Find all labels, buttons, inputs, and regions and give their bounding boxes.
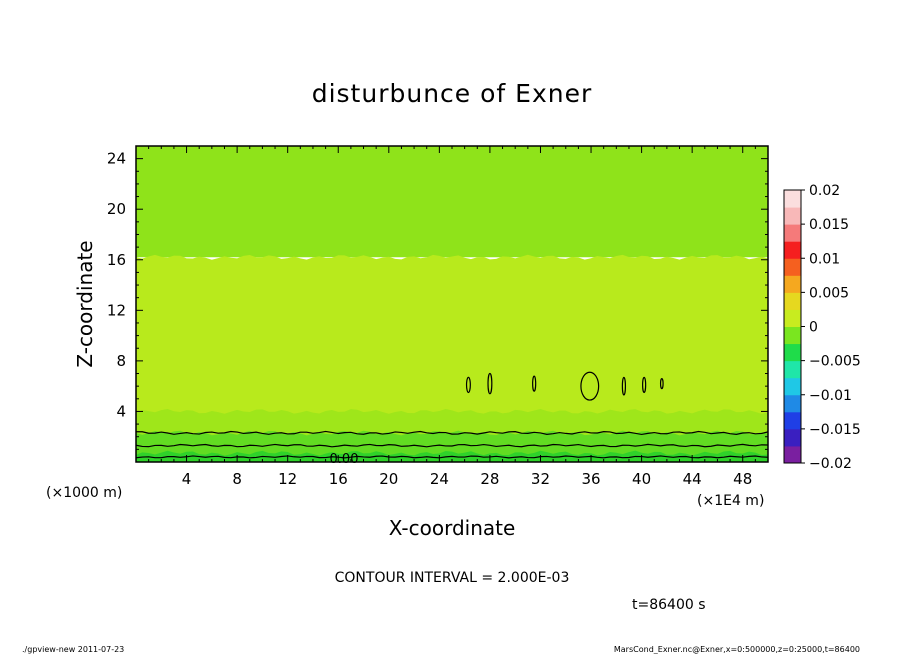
colorbar: 0.02 0.015 0.01 0.005 0 −0.005 −0.01 −0.015 −0.0… [783,183,861,472]
x-tick-label: 36 [581,470,600,488]
colorbar-segment [784,411,801,430]
colorbar-tick-label: −0.01 [809,388,852,404]
colorbar-segment [784,445,801,464]
y-tick-label: 24 [107,150,126,168]
colorbar-tick-label: 0 [809,320,818,336]
colorbar-tick-label: 0.01 [809,251,840,267]
colorbar-tick-label: −0.015 [809,422,861,438]
contour-value-label: 0.00 [330,452,359,467]
colorbar-segment [784,360,801,379]
colorbar-segment [784,275,801,293]
colorbar-segment [784,343,801,362]
contour-closed [580,371,600,401]
x-axis: 4 8 12 16 20 24 28 32 36 40 44 48 [135,146,769,488]
x-tick-label: 24 [430,470,449,488]
colorbar-tick-label: 0.015 [809,217,849,233]
colorbar-tick-label: −0.005 [809,354,861,370]
contour-line [135,455,769,459]
y-tick-label: 8 [116,352,126,370]
contour-fill-region [136,146,768,258]
contour-interval: CONTOUR INTERVAL = 2.000E-03 [335,570,570,586]
contour-closed [642,376,647,394]
x-tick-label: 12 [278,470,297,488]
x-unit-right: (×1E4 m) [697,493,764,509]
colorbar-segment [784,207,801,225]
x-tick-label: 40 [632,470,651,488]
footer-left: ./gpview-new 2011-07-23 [22,645,124,654]
x-tick-label: 20 [379,470,398,488]
colorbar-segment [784,428,801,447]
x-tick-label: 8 [232,470,242,488]
y-tick-label: 12 [107,301,126,319]
contour-line [135,430,769,436]
y-axis: 4 8 12 16 20 24 [107,145,768,463]
x-tick-label: 32 [531,470,550,488]
y-tick-label: 4 [116,402,126,420]
colorbar-segment [784,258,801,276]
colorbar-segment [784,326,801,345]
y-axis-label: Z-coordinate [73,240,97,367]
x-tick-label: 48 [733,470,752,488]
colorbar-segment [784,292,801,310]
chart-title: disturbunce of Exner [312,79,593,108]
contour-closed [465,376,471,394]
colorbar-segment [784,309,801,327]
contour-closed [532,375,537,392]
footer-right: MarsCond_Exner.nc@Exner,x=0:500000,z=0:2… [614,645,860,654]
colorbar-segment [784,224,801,242]
x-tick-label: 44 [683,470,702,488]
contour-line-layer [135,371,769,459]
colorbar-tick-label: 0.02 [809,183,840,199]
contour-closed [621,376,627,396]
contour-closed [487,372,493,395]
y-tick-label: 20 [107,200,126,218]
colorbar-segment [784,190,801,208]
colorbar-tick-label: −0.02 [809,456,852,472]
x-tick-label: 16 [329,470,348,488]
y-tick-label: 16 [107,251,126,269]
contour-closed [659,377,664,390]
x-axis-label: X-coordinate [389,516,516,540]
contour-line [135,443,769,448]
x-tick-label: 4 [182,470,192,488]
contour-fill-layer [136,146,768,462]
colorbar-tick-label: 0.005 [809,285,849,301]
x-unit-left: (×1000 m) [46,485,122,501]
x-tick-label: 28 [480,470,499,488]
time-label: t=86400 s [632,597,706,613]
colorbar-segment [784,377,801,396]
colorbar-segment [784,394,801,413]
colorbar-segment [784,241,801,259]
